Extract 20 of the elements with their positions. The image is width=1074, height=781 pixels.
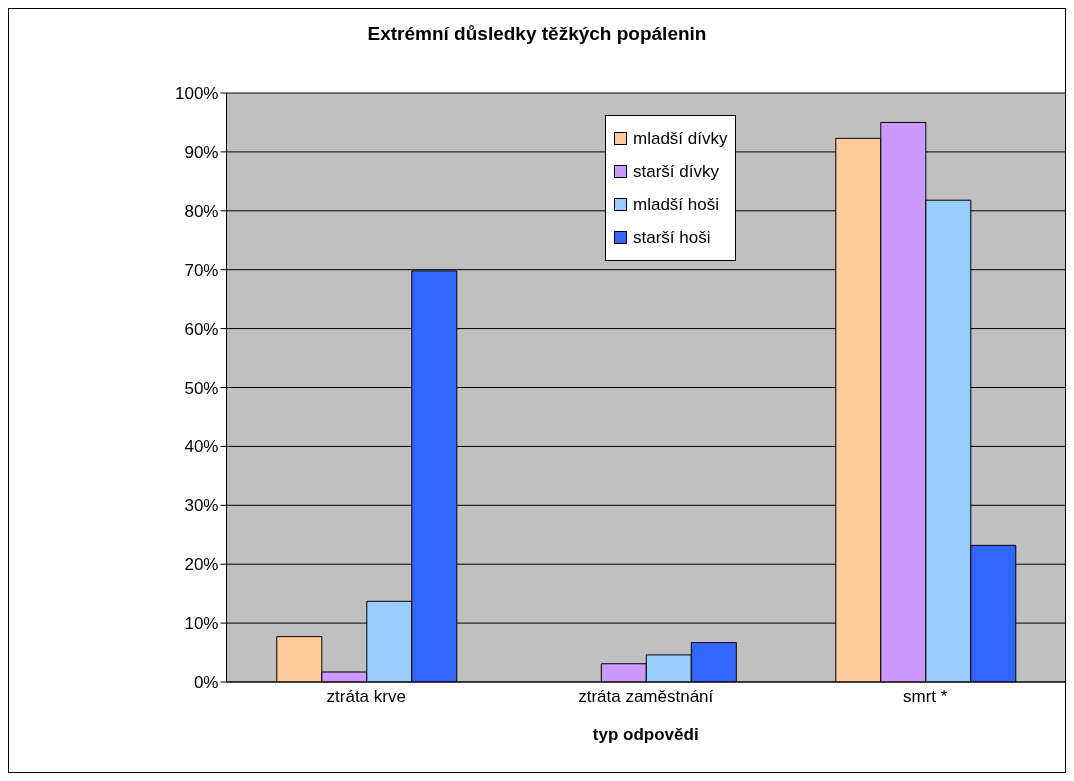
y-tick-label: 20% [184, 555, 219, 575]
y-tick-label: 90% [184, 142, 219, 162]
y-tick-label: 10% [184, 614, 219, 634]
y-tick-label: 100% [175, 84, 219, 104]
legend-label: mladší hoši [632, 194, 720, 216]
y-tick-label: 60% [184, 319, 219, 339]
y-tick-label: 30% [184, 496, 219, 516]
y-tick-label: 0% [193, 673, 219, 693]
legend-label: starší dívky [632, 161, 720, 183]
x-tick-label: smrt * [903, 687, 948, 707]
legend-label: mladší dívky [632, 128, 728, 150]
x-tick-label: ztráta krve [326, 687, 406, 707]
chart-title: Extrémní důsledky těžkých popálenin [366, 23, 708, 45]
y-tick-label: 80% [184, 201, 219, 221]
legend-label: starší hoši [632, 227, 712, 249]
y-tick-label: 50% [184, 378, 219, 398]
y-tick-label: 40% [184, 437, 219, 457]
x-tick-label: ztráta zaměstnání [578, 687, 714, 707]
y-tick-label: 70% [184, 260, 219, 280]
x-axis-title: typ odpovědi [592, 725, 699, 744]
